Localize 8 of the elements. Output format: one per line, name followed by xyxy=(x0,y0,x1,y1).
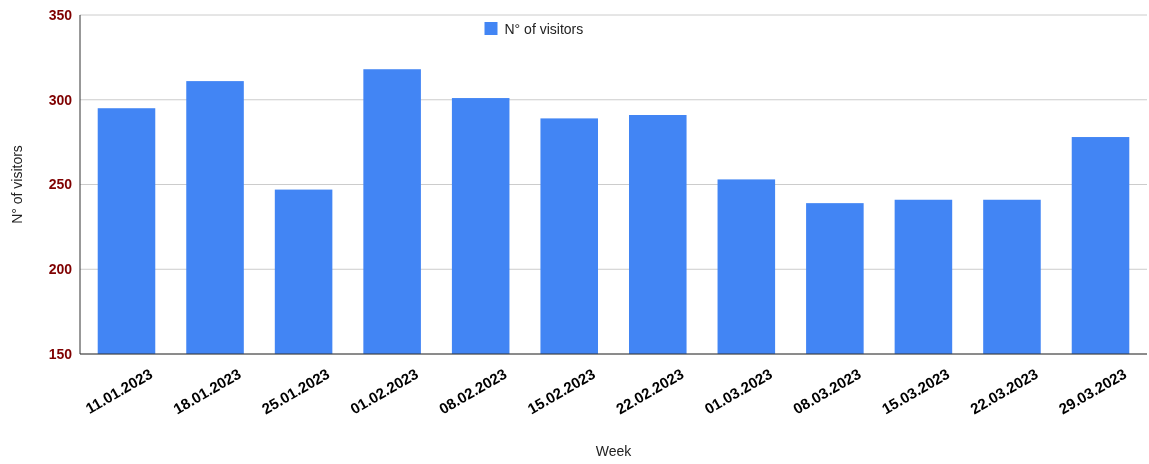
y-axis-title: N° of visitors xyxy=(9,145,25,224)
y-tick-label: 250 xyxy=(48,176,73,193)
y-tick-label: 200 xyxy=(48,261,73,278)
x-axis-title: Week xyxy=(595,443,633,459)
y-tick-label: 350 xyxy=(48,6,73,23)
legend-label: N° of visitors xyxy=(504,20,584,37)
y-tick-label: 300 xyxy=(48,91,73,108)
y-tick-label: 150 xyxy=(48,345,73,362)
